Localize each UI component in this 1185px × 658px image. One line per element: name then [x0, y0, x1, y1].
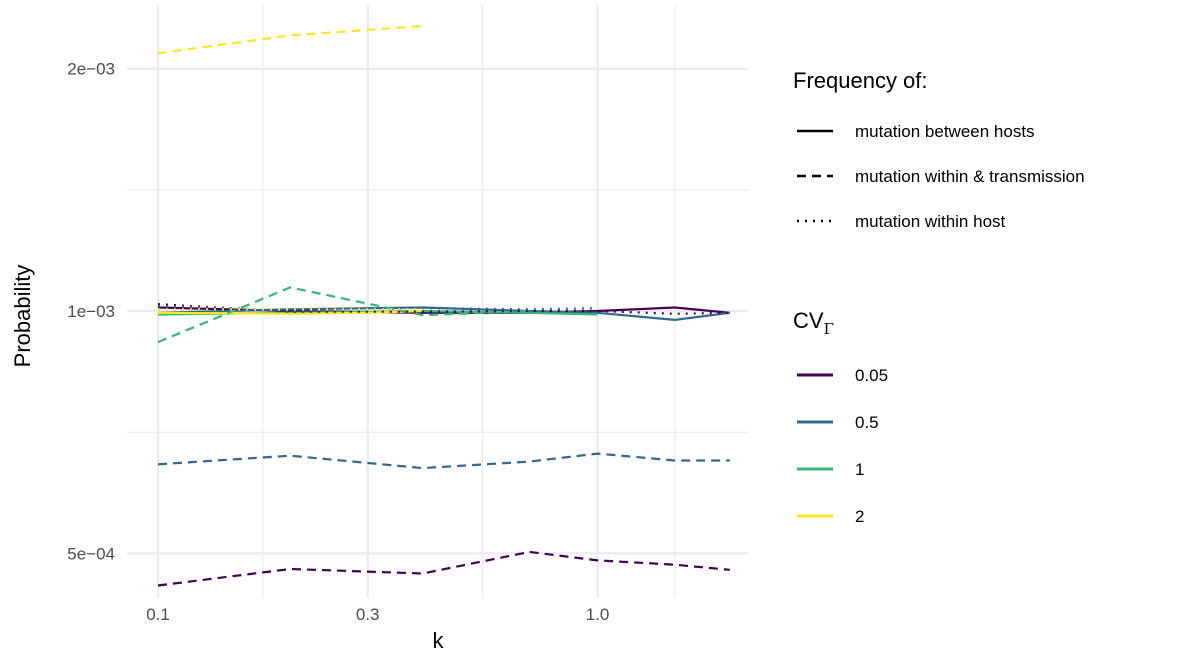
- x-tick-label-2: 1.0: [586, 605, 610, 624]
- tick-labels: 0.1 0.3 1.0 5e−04 1e−03 2e−03: [67, 60, 609, 624]
- series-line-cv-0_05-within-transmission: [157, 550, 730, 587]
- legend-label-between: mutation between hosts: [855, 122, 1035, 141]
- legend-cv-title-main: CV: [793, 308, 824, 333]
- legend-frequency-title: Frequency of:: [793, 68, 928, 93]
- x-axis-title: k: [433, 628, 445, 653]
- legend-label-cv-0_05: 0.05: [855, 366, 888, 385]
- legend-frequency: Frequency of: mutation between hosts muta…: [793, 68, 1085, 231]
- legend-cv-title: CVΓ: [793, 308, 834, 338]
- series-line-cv-1-within-transmission: [157, 286, 530, 344]
- y-axis-title: Probability: [10, 265, 35, 368]
- y-tick-label-1: 1e−03: [67, 302, 115, 321]
- x-tick-label-1: 0.3: [356, 605, 380, 624]
- legend-label-cv-2: 2: [855, 507, 864, 526]
- series-line-cv-0_5-between: [157, 306, 730, 321]
- series-line-cv-2-between: [157, 309, 423, 315]
- y-tick-label-2: 2e−03: [67, 60, 115, 79]
- legend-cv-title-sub: Γ: [824, 320, 834, 338]
- grid-lines: [127, 5, 748, 598]
- x-tick-label-0: 0.1: [146, 605, 170, 624]
- series-line-cv-2-within-transmission: [157, 24, 423, 55]
- legend-label-cv-0_5: 0.5: [855, 413, 879, 432]
- series-lines: [157, 24, 730, 587]
- series-line-cv-0_5-within-transmission: [157, 452, 730, 470]
- legend-label-cv-1: 1: [855, 460, 864, 479]
- legend-label-within-host: mutation within host: [855, 212, 1006, 231]
- y-tick-label-0: 5e−04: [67, 544, 115, 563]
- legend-cv: CVΓ 0.05 0.5 1 2: [793, 308, 888, 526]
- legend-label-within-transmission: mutation within & transmission: [855, 167, 1085, 186]
